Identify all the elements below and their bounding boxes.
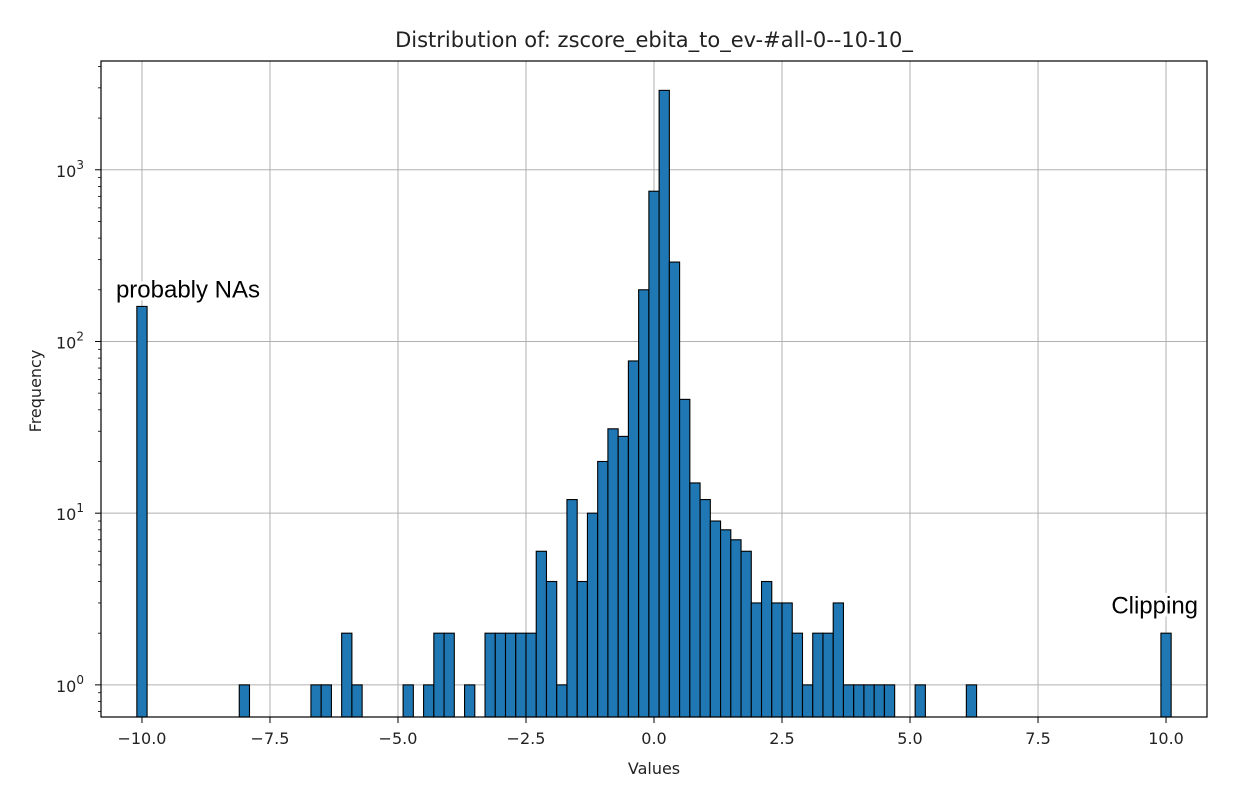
- histogram-bar: [730, 539, 742, 718]
- histogram-bar: [965, 684, 978, 718]
- histogram-bar: [566, 499, 578, 718]
- histogram-bar: [556, 684, 568, 718]
- histogram-bar: [484, 632, 496, 718]
- x-tick-label: −2.5: [507, 729, 546, 748]
- histogram-bar: [863, 684, 875, 718]
- histogram-bar: [842, 684, 855, 718]
- histogram-bar: [914, 684, 926, 718]
- histogram-bar: [515, 632, 527, 718]
- histogram-bar: [423, 684, 435, 718]
- histogram-bar: [238, 684, 251, 718]
- y-tick-label: 102: [56, 329, 84, 352]
- histogram-bar: [351, 684, 363, 718]
- x-tick-label: −5.0: [379, 729, 418, 748]
- histogram-bar: [463, 684, 476, 718]
- histogram-bar: [433, 632, 445, 718]
- histogram-bar: [801, 684, 814, 718]
- histogram-bar: [402, 684, 414, 718]
- annotation-label: Clipping: [1111, 593, 1198, 620]
- histogram-bar: [689, 482, 701, 718]
- histogram-bar: [494, 632, 507, 718]
- histogram-bar: [341, 632, 353, 718]
- histogram-bar: [781, 602, 793, 718]
- x-tick-label: 0.0: [641, 729, 666, 748]
- y-tick-label: 100: [56, 673, 84, 696]
- chart-title: Distribution of: zscore_ebita_to_ev-#all…: [395, 28, 913, 53]
- histogram-bar: [883, 684, 896, 718]
- histogram-bar: [617, 435, 629, 718]
- histogram-bar: [545, 580, 558, 718]
- x-tick-label: −10.0: [117, 729, 166, 748]
- histogram-bar: [853, 684, 865, 718]
- histogram-bar: [812, 632, 824, 718]
- x-tick-label: 2.5: [769, 729, 794, 748]
- histogram-bar: [525, 632, 537, 718]
- y-tick-label: 103: [56, 158, 84, 181]
- histogram-bar: [658, 89, 670, 718]
- annotation-label: probably NAs: [116, 277, 260, 304]
- histogram-bar: [607, 428, 619, 718]
- histogram-bar: [576, 580, 588, 718]
- histogram-bar: [720, 529, 732, 718]
- annotations: probably NAs Clipping: [113, 274, 1201, 623]
- histogram-bar: [504, 632, 517, 718]
- histogram-bar: [136, 305, 148, 718]
- histogram-bar: [740, 550, 752, 718]
- histogram-bar: [648, 190, 660, 718]
- histogram-bar: [320, 684, 332, 718]
- histogram-bar: [535, 550, 548, 718]
- histogram-bar: [638, 289, 650, 718]
- histogram-bar: [760, 580, 773, 718]
- histogram-bar: [873, 684, 885, 718]
- histogram-bar: [443, 632, 455, 718]
- x-tick-label: 10.0: [1148, 729, 1184, 748]
- histogram-bar: [1160, 632, 1172, 718]
- histogram-bar: [668, 261, 681, 718]
- histogram-bar: [709, 520, 722, 718]
- x-tick-label: −7.5: [251, 729, 290, 748]
- histogram-bar: [771, 602, 783, 718]
- y-axis-ticks: 100 101 102 103: [56, 65, 101, 712]
- histogram-bar: [597, 460, 609, 718]
- x-tick-label: 7.5: [1025, 729, 1050, 748]
- histogram-bar: [699, 499, 711, 718]
- histogram-bar: [310, 684, 322, 718]
- y-axis-label: Frequency: [26, 350, 45, 433]
- x-tick-label: 5.0: [897, 729, 922, 748]
- x-axis-ticks: −10.0 −7.5 −5.0 −2.5 0.0 2.5 5.0 7.5 10.0: [117, 717, 1184, 748]
- y-tick-label: 101: [56, 501, 84, 524]
- histogram-bar: [791, 632, 804, 718]
- histogram-bar: [822, 632, 834, 718]
- histogram-bar: [586, 512, 599, 718]
- histogram-bar: [832, 602, 845, 718]
- histogram-bar: [750, 602, 763, 718]
- histogram-bar: [679, 398, 691, 718]
- x-axis-label: Values: [628, 759, 680, 778]
- histogram-bars: [136, 89, 1172, 718]
- histogram-bar: [627, 360, 640, 718]
